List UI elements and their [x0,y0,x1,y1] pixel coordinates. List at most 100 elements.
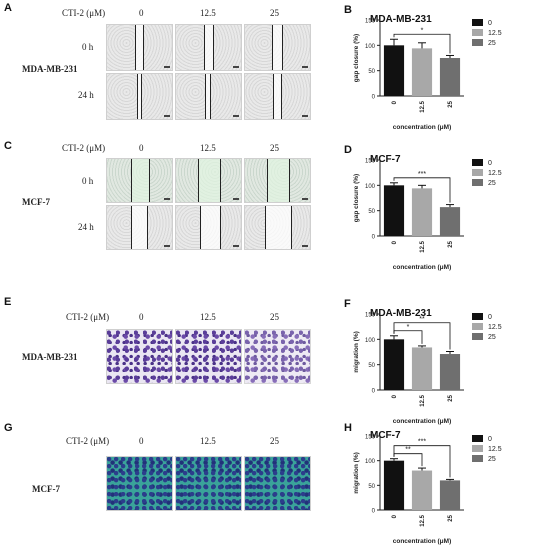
panel-letter: G [4,422,13,434]
legend-swatch [472,323,483,330]
significance-bracket [393,445,451,478]
bar-12.5 [411,470,433,510]
conc-label-2: 25 [270,312,279,322]
conc-label-0: 0 [139,8,144,18]
x-tick-label: 0 [392,100,398,104]
x-tick-label: 0 [392,394,398,398]
microscopy-image [244,456,311,511]
legend-swatch [472,19,483,26]
y-tick-label: 0 [372,389,376,395]
cell-line-label: MDA-MB-231 [22,352,78,362]
legend-swatch [472,435,483,442]
y-tick-label: 50 [368,363,375,369]
panel-letter: B [344,4,352,16]
bar-12.5 [411,188,433,236]
y-tick-label: 0 [372,95,376,101]
x-axis-label: concentration (μM) [393,124,452,131]
microscopy-image [175,329,242,384]
microscopy-image [175,205,242,250]
bar-25 [439,354,461,390]
treatment-label: CTI-2 (μM) [66,312,110,322]
legend-label: 0 [488,160,492,167]
panel-letter: F [344,298,351,310]
treatment-label: CTI-2 (μM) [62,8,106,18]
y-tick-label: 0 [372,509,376,515]
bar-chart-gap-closure: MCF-7 0 50 100 150 gap closure (%) 0 12.5 25 conc… [353,154,502,271]
legend-label: 12.5 [488,324,502,331]
legend-label: 25 [488,40,496,47]
x-tick-label: 12.5 [420,514,426,526]
chart-b: B MDA-MB-231 0 50 100 150 gap closure (%) 0 12.… [340,0,534,136]
bar-25 [439,480,461,510]
y-axis-label: gap closure (%) [353,174,360,222]
time-label-24h: 24 h [78,90,94,100]
time-label-0h: 0 h [82,176,94,186]
x-tick-label: 0 [392,240,398,244]
conc-label-0: 0 [139,436,144,446]
chart-title: MCF-7 [370,154,401,165]
x-axis-label: concentration (μM) [393,418,452,425]
x-tick-label: 12.5 [420,240,426,252]
y-tick-label: 0 [372,235,376,241]
bar-25 [439,58,461,96]
microscopy-image [106,158,173,203]
legend-label: 0 [488,314,492,321]
significance-label: * [421,27,424,34]
microscopy-image [106,24,173,71]
bar-12.5 [411,347,433,390]
chart-title: MDA-MB-231 [370,14,432,25]
bar-0 [383,339,405,390]
legend-swatch [472,333,483,340]
microscopy-image [244,73,311,120]
legend-label: 25 [488,456,496,463]
panel-letter: A [4,2,12,14]
bar-0 [383,460,405,510]
legend-swatch [472,29,483,36]
x-tick-label: 25 [448,514,454,521]
legend-label: 25 [488,334,496,341]
legend-swatch [472,169,483,176]
conc-label-2: 25 [270,436,279,446]
y-tick-label: 150 [365,435,376,441]
significance-label: *** [418,439,426,446]
legend-label: 25 [488,180,496,187]
bar-chart-migration: MDA-MB-231 0 50 100 150 migration (%) 0 12.5 25 c… [353,308,502,425]
microscopy-image [175,158,242,203]
cell-line-label: MDA-MB-231 [22,64,78,74]
panel-letter: D [344,144,352,156]
conc-label-2: 25 [270,8,279,18]
cell-line-label: MCF-7 [22,197,50,207]
microscopy-image [244,158,311,203]
legend-label: 0 [488,436,492,443]
treatment-label: CTI-2 (μM) [66,436,110,446]
conc-label-1: 12.5 [200,436,216,446]
x-tick-label: 25 [448,394,454,401]
microscopy-image [106,205,173,250]
microscopy-image [244,329,311,384]
significance-bracket [393,33,451,54]
y-axis-label: gap closure (%) [353,34,360,82]
significance-bracket [393,177,451,203]
bar-0 [383,185,405,236]
y-tick-label: 100 [365,184,376,190]
y-tick-label: 50 [368,209,375,215]
y-tick-label: 100 [365,44,376,50]
legend-swatch [472,159,483,166]
legend-label: 0 [488,20,492,27]
legend-swatch [472,455,483,462]
significance-label: ** [405,447,411,454]
y-axis-label: migration (%) [353,452,360,494]
conc-label-0: 0 [139,312,144,322]
x-tick-label: 0 [392,514,398,518]
microscopy-image [106,73,173,120]
microscopy-image [244,24,311,71]
legend-label: 12.5 [488,446,502,453]
x-tick-label: 12.5 [420,394,426,406]
cell-line-label: MCF-7 [32,484,60,494]
microscopy-image [106,329,173,384]
significance-bracket [393,322,451,350]
conc-label-1: 12.5 [200,8,216,18]
chart-h: H MCF-7 0 50 100 150 migration (%) 0 12.5 25 conc… [340,416,534,550]
legend-label: 12.5 [488,170,502,177]
conc-label-2: 25 [270,143,279,153]
